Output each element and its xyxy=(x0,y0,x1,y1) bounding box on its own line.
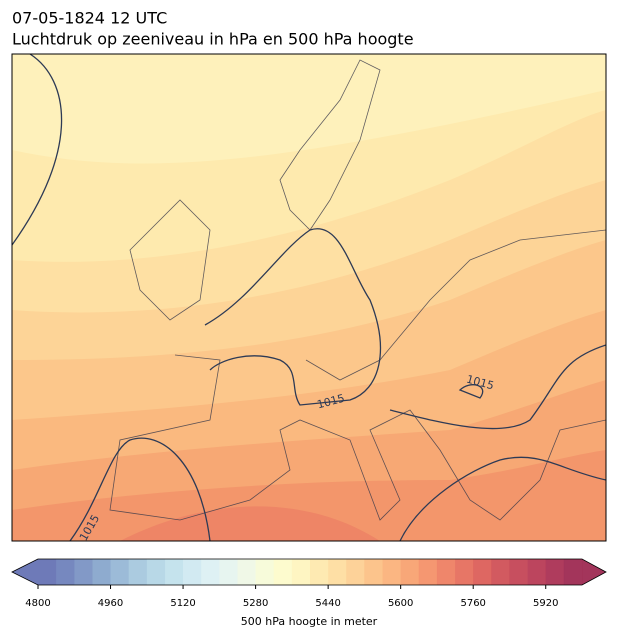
colorbar-cell xyxy=(364,559,383,585)
colorbar-tick-label: 5920 xyxy=(533,598,558,609)
colorbar-cell xyxy=(164,559,184,585)
colorbar-cell xyxy=(545,559,565,585)
colorbar-cell xyxy=(291,559,311,585)
colorbar-cell xyxy=(491,559,510,585)
colorbar-tick-label: 4800 xyxy=(25,598,50,609)
colorbar-tick-label: 5600 xyxy=(388,598,413,609)
colorbar-cell xyxy=(201,559,220,585)
colorbar-cell xyxy=(273,559,293,585)
colorbar-cell xyxy=(255,559,275,585)
colorbar-tick-label: 5760 xyxy=(460,598,485,609)
colorbar-extend-high xyxy=(582,559,606,585)
time-label: 07-05-1824 12 UTC xyxy=(12,9,167,28)
colorbar-cell xyxy=(346,559,365,585)
colorbar-cell xyxy=(400,559,420,585)
colorbar-label: 500 hPa hoogte in meter xyxy=(241,615,378,628)
title: Luchtdruk op zeeniveau in hPa en 500 hPa… xyxy=(12,30,414,49)
colorbar-cell xyxy=(128,559,148,585)
colorbar-cell xyxy=(436,559,456,585)
colorbar-cell xyxy=(219,559,238,585)
colorbar-cell xyxy=(237,559,256,585)
colorbar-cell xyxy=(455,559,474,585)
colorbar-cell xyxy=(328,559,347,585)
colorbar-cell xyxy=(110,559,129,585)
map: 1015 1015 1015 xyxy=(12,54,606,541)
colorbar-cell xyxy=(56,559,75,585)
colorbar-cell xyxy=(563,559,583,585)
colorbar: 4800 4960 5120 5280 5440 5600 5760 5920 xyxy=(11,558,607,609)
colorbar-cell xyxy=(146,559,166,585)
colorbar-cell xyxy=(509,559,528,585)
colorbar-cell xyxy=(527,559,547,585)
colorbar-cell xyxy=(418,559,438,585)
colorbar-cell xyxy=(92,559,111,585)
colorbar-cell xyxy=(310,559,329,585)
colorbar-cell xyxy=(382,559,401,585)
colorbar-tick-label: 4960 xyxy=(98,598,123,609)
colorbar-cell xyxy=(473,559,492,585)
colorbar-cell xyxy=(74,559,93,585)
colorbar-tick-label: 5120 xyxy=(170,598,195,609)
colorbar-cell xyxy=(183,559,202,585)
colorbar-cell xyxy=(38,559,57,585)
colorbar-tick-label: 5280 xyxy=(243,598,268,609)
colorbar-tick-label: 5440 xyxy=(315,598,340,609)
map-frame xyxy=(11,53,607,542)
colorbar-outline xyxy=(11,558,607,586)
colorbar-extend-low xyxy=(12,559,38,585)
